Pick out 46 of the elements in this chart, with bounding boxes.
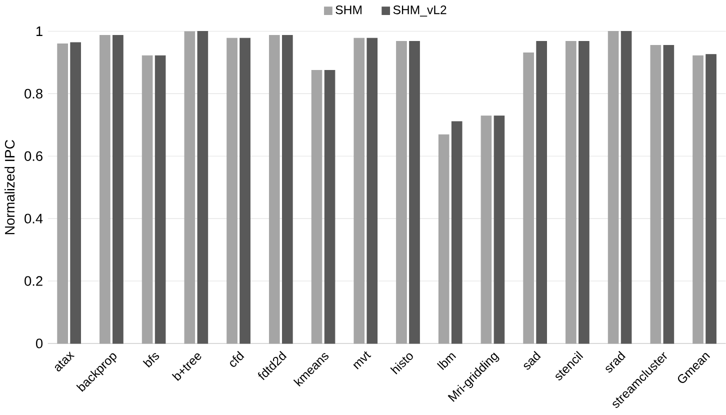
bar bbox=[70, 42, 81, 344]
bar bbox=[282, 34, 293, 344]
bar bbox=[197, 30, 208, 344]
bar bbox=[154, 55, 166, 344]
y-tick-label: 1 bbox=[36, 26, 42, 36]
bar bbox=[566, 40, 576, 344]
bar bbox=[311, 70, 322, 344]
bar bbox=[226, 38, 238, 344]
y-tick-label: 0.4 bbox=[24, 214, 43, 224]
bar bbox=[578, 40, 590, 344]
bar bbox=[706, 54, 716, 344]
x-tick-label: atax bbox=[54, 351, 75, 372]
y-tick-label: 0 bbox=[36, 338, 43, 348]
bar bbox=[240, 38, 250, 344]
bar bbox=[409, 40, 420, 344]
bar bbox=[142, 55, 153, 344]
bar bbox=[692, 55, 704, 344]
bar bbox=[480, 115, 492, 344]
bar bbox=[396, 40, 407, 344]
y-tick-label: 0.2 bbox=[24, 276, 42, 286]
bar bbox=[268, 34, 280, 344]
bar bbox=[354, 38, 365, 344]
y-tick-label: 0.6 bbox=[24, 151, 42, 161]
x-tick-label: cfd bbox=[230, 350, 244, 367]
bar bbox=[112, 34, 124, 344]
bar bbox=[494, 115, 505, 344]
bar bbox=[100, 34, 110, 344]
bar bbox=[438, 134, 450, 344]
bar bbox=[608, 30, 619, 344]
bar bbox=[523, 52, 534, 344]
bar bbox=[324, 70, 336, 344]
bar bbox=[663, 44, 674, 344]
bar bbox=[620, 30, 632, 344]
x-tick-label: sad bbox=[524, 350, 541, 370]
legend-label: SHM_vL2 bbox=[393, 5, 446, 16]
bar bbox=[57, 43, 68, 344]
y-axis-title: Normalized IPC bbox=[4, 140, 15, 234]
y-tick-label: 0.8 bbox=[24, 88, 42, 98]
bar bbox=[650, 44, 662, 344]
bar bbox=[451, 120, 462, 344]
legend-label: SHM bbox=[336, 5, 362, 14]
x-tick-label: bfs bbox=[142, 352, 160, 368]
bar bbox=[536, 40, 547, 344]
x-tick-label: mvt bbox=[353, 351, 372, 370]
bar bbox=[184, 31, 196, 344]
bar bbox=[366, 38, 378, 344]
